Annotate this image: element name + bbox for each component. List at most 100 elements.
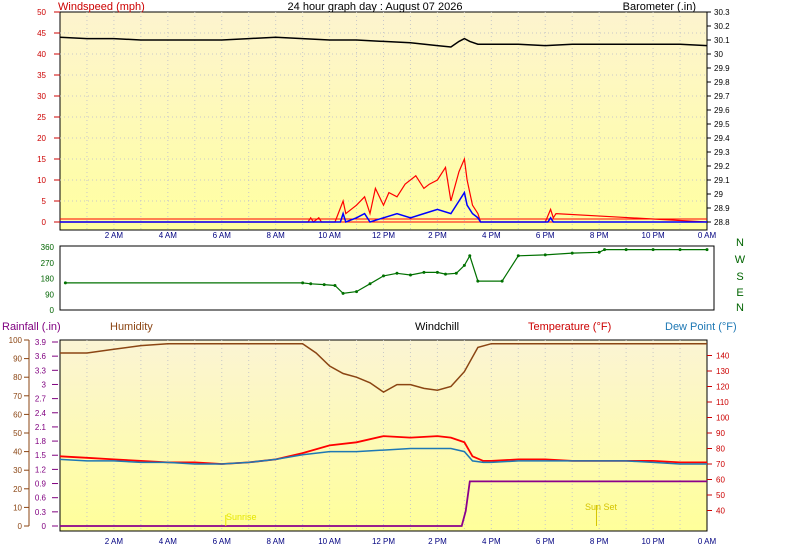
top-x-tick-label: 0 AM — [698, 231, 717, 240]
rainfall-series-line — [60, 480, 707, 527]
temperature-tick-label: 110 — [716, 398, 729, 407]
humidity-tick-label: 10 — [13, 503, 22, 512]
windspeed-tick-label: 30 — [37, 92, 46, 101]
rainfall-tick-label: 0.6 — [35, 494, 47, 503]
barometer-tick-label: 30.2 — [714, 22, 730, 31]
bottom-x-tick-label: 8 PM — [590, 537, 609, 546]
rainfall-tick-label: 2.7 — [35, 395, 47, 404]
sunrise-label: Sunrise — [226, 512, 257, 522]
chart-title: 24 hour graph day : August 07 2026 — [288, 1, 463, 13]
rainfall-tick-label: 0.9 — [35, 480, 47, 489]
compass-label: S — [736, 271, 743, 283]
bottom-x-tick-label: 10 PM — [642, 537, 665, 546]
temperature-tick-label: 140 — [716, 352, 730, 361]
windspeed-tick-label: 10 — [37, 176, 46, 185]
temperature-tick-label: 60 — [716, 476, 725, 485]
windspeed-tick-label: 5 — [42, 197, 47, 206]
bottom-x-tick-label: 12 PM — [372, 537, 395, 546]
windchill-label: Windchill — [415, 321, 459, 333]
temperature-tick-label: 130 — [716, 367, 730, 376]
direction-tick-label: 270 — [41, 259, 55, 268]
temperature-tick-label: 80 — [716, 445, 725, 454]
bottom-x-tick-label: 0 AM — [698, 537, 717, 546]
rainfall-tick-label: 1.5 — [35, 451, 47, 460]
humidity-tick-label: 60 — [13, 410, 22, 419]
direction-point — [63, 281, 67, 285]
dewpoint-axis-label: Dew Point (°F) — [665, 321, 737, 333]
rainfall-tick-label: 0 — [42, 522, 47, 531]
rainfall-tick-label: 1.2 — [35, 465, 47, 474]
temperature-tick-label: 120 — [716, 383, 730, 392]
direction-tick-label: 0 — [50, 306, 55, 315]
bottom-x-tick-label: 2 AM — [105, 537, 124, 546]
temperature-tick-label: 70 — [716, 460, 725, 469]
barometer-tick-label: 29.5 — [714, 120, 730, 129]
barometer-tick-label: 28.9 — [714, 204, 730, 213]
barometer-tick-label: 30.3 — [714, 8, 730, 17]
direction-tick-label: 90 — [45, 290, 54, 299]
humidity-tick-label: 30 — [13, 466, 22, 475]
compass-label: E — [736, 287, 743, 299]
rainfall-tick-label: 3.3 — [35, 366, 47, 375]
bottom-x-tick-label: 8 AM — [267, 537, 286, 546]
bottom-x-tick-label: 4 PM — [482, 537, 501, 546]
windspeed-axis-label: Windspeed (mph) — [58, 1, 145, 13]
windspeed-tick-label: 40 — [37, 50, 46, 59]
temperature-tick-label: 100 — [716, 414, 730, 423]
windspeed-tick-label: 20 — [37, 134, 46, 143]
direction-tick-label: 360 — [41, 243, 55, 252]
direction-tick-label: 180 — [41, 275, 55, 284]
barometer-series-line — [59, 36, 708, 48]
bottom-x-tick-label: 10 AM — [318, 537, 341, 546]
top-x-tick-label: 12 PM — [372, 231, 395, 240]
sunset-label: Sun Set — [585, 502, 618, 512]
windspeed-tick-label: 25 — [37, 113, 46, 122]
barometer-tick-label: 30 — [714, 50, 723, 59]
dewpoint-series-line — [59, 447, 707, 465]
compass-label: N — [736, 237, 744, 249]
barometer-tick-label: 29.1 — [714, 176, 730, 185]
humidity-tick-label: 40 — [13, 448, 22, 457]
bottom-x-tick-label: 4 AM — [159, 537, 178, 546]
humidity-tick-label: 70 — [13, 392, 22, 401]
barometer-tick-label: 29.3 — [714, 148, 730, 157]
top-x-tick-label: 6 AM — [213, 231, 232, 240]
rainfall-tick-label: 3.9 — [35, 338, 47, 347]
compass-label: W — [735, 254, 746, 266]
windspeed-tick-label: 35 — [37, 71, 46, 80]
barometer-tick-label: 29.7 — [714, 92, 730, 101]
bottom-x-tick-label: 6 PM — [536, 537, 555, 546]
humidity-tick-label: 20 — [13, 485, 22, 494]
barometer-axis-label: Barometer (.in) — [623, 1, 696, 13]
rainfall-tick-label: 0.3 — [35, 508, 47, 517]
barometer-tick-label: 30.1 — [714, 36, 730, 45]
windspeed-tick-label: 0 — [42, 218, 47, 227]
temperature-axis-label: Temperature (°F) — [528, 321, 611, 333]
humidity-label: Humidity — [110, 321, 153, 333]
barometer-tick-label: 29.9 — [714, 64, 730, 73]
top-x-tick-label: 4 AM — [159, 231, 178, 240]
temperature-tick-label: 90 — [716, 429, 725, 438]
windspeed-tick-label: 50 — [37, 8, 46, 17]
rainfall-tick-label: 2.4 — [35, 409, 47, 418]
top-x-tick-label: 4 PM — [482, 231, 501, 240]
gust-series-line — [60, 190, 707, 223]
barometer-tick-label: 29.6 — [714, 106, 730, 115]
top-x-tick-label: 2 PM — [428, 231, 447, 240]
top-x-tick-label: 10 AM — [318, 231, 341, 240]
chart-marks — [59, 36, 709, 527]
humidity-series-line — [60, 342, 707, 393]
rainfall-tick-label: 3 — [42, 380, 47, 389]
temperature-tick-label: 40 — [716, 507, 725, 516]
middle-plot-area — [59, 245, 715, 311]
barometer-tick-label: 28.8 — [714, 218, 730, 227]
rainfall-tick-label: 1.8 — [35, 437, 47, 446]
humidity-tick-label: 80 — [13, 373, 22, 382]
temperature-tick-label: 50 — [716, 491, 725, 500]
top-x-tick-label: 10 PM — [642, 231, 665, 240]
bottom-x-tick-label: 6 AM — [213, 537, 232, 546]
humidity-tick-label: 100 — [9, 336, 23, 345]
windspeed-tick-label: 45 — [37, 29, 46, 38]
rainfall-axis-label: Rainfall (.in) — [2, 321, 61, 333]
barometer-tick-label: 29.8 — [714, 78, 730, 87]
